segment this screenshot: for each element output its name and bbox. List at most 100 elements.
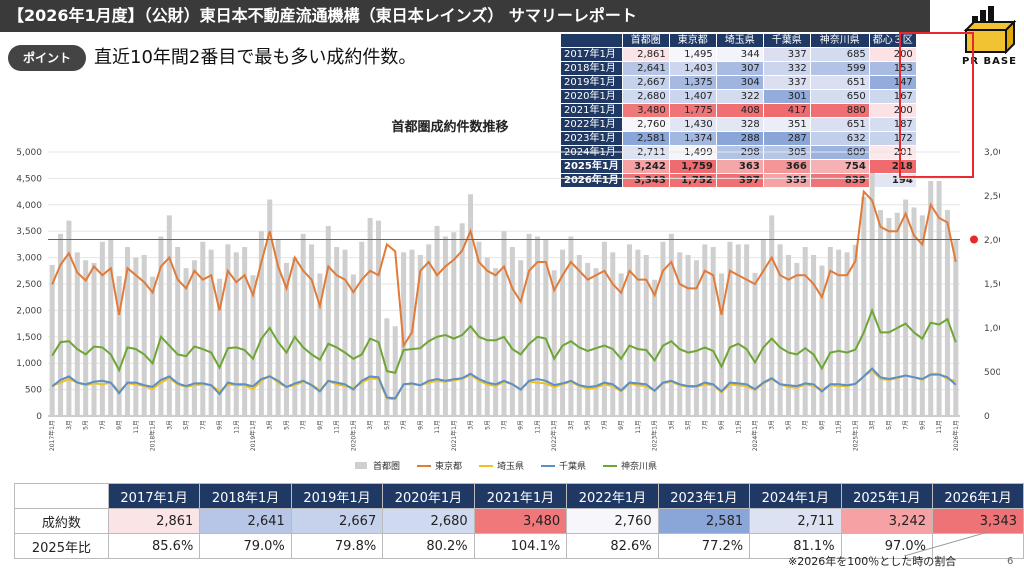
comparison-col-header: 2018年1月 bbox=[199, 483, 292, 509]
bar-shutoken bbox=[836, 249, 842, 416]
bar-shutoken bbox=[267, 199, 273, 416]
bar-shutoken bbox=[116, 276, 122, 416]
bar-shutoken bbox=[493, 268, 499, 416]
bar-shutoken bbox=[626, 244, 633, 416]
bar-shutoken bbox=[108, 239, 114, 416]
comparison-corner bbox=[14, 483, 109, 509]
page-number: 6 bbox=[1007, 556, 1014, 567]
bar-shutoken bbox=[919, 215, 925, 416]
x-tick-label: 9月 bbox=[518, 420, 525, 430]
bar-shutoken bbox=[317, 273, 323, 416]
x-tick-label: 9月 bbox=[719, 420, 726, 430]
bar-shutoken bbox=[99, 241, 105, 416]
comparison-col-header: 2024年1月 bbox=[749, 483, 842, 509]
bar-shutoken bbox=[953, 239, 959, 416]
x-tick-label: 9月 bbox=[417, 420, 424, 430]
summary-cell: 2,861 bbox=[621, 47, 670, 62]
bar-shutoken bbox=[936, 181, 942, 416]
bar-shutoken bbox=[342, 249, 348, 416]
comparison-ratio-cell: 77.2% bbox=[657, 533, 751, 559]
x-tick-label: 2021年1月 bbox=[450, 420, 458, 451]
summary-row: 2026年1月 3,343 1,752 397 355 839 194 bbox=[560, 173, 917, 188]
comparison-count-cell: 2,641 bbox=[199, 508, 292, 534]
row-label-ratio: 2025年比 bbox=[14, 533, 109, 559]
summary-cell: 1,759 bbox=[668, 159, 717, 174]
bar-shutoken bbox=[451, 232, 457, 416]
bar-shutoken bbox=[585, 262, 591, 416]
bar-shutoken bbox=[710, 247, 716, 416]
bar-shutoken bbox=[74, 252, 80, 416]
comparison-count-cell: 2,667 bbox=[290, 508, 384, 534]
summary-col-header: 埼玉県 bbox=[715, 33, 764, 48]
summary-cell: 307 bbox=[715, 61, 764, 76]
y-left-tick-label: 1,500 bbox=[16, 333, 42, 343]
summary-row-label: 2025年1月 bbox=[560, 159, 623, 174]
x-tick-label: 3月 bbox=[668, 420, 675, 430]
bar-shutoken bbox=[384, 318, 390, 416]
summary-cell: 1,407 bbox=[668, 89, 717, 104]
summary-cell: 651 bbox=[809, 117, 870, 132]
summary-cell: 328 bbox=[715, 117, 764, 132]
summary-row: 2017年1月 2,861 1,495 344 337 685 200 bbox=[560, 47, 917, 62]
bar-shutoken bbox=[727, 241, 733, 416]
x-tick-label: 5月 bbox=[786, 420, 793, 430]
comparison-count-cell: 2,680 bbox=[382, 508, 475, 534]
x-tick-label: 2020年1月 bbox=[349, 420, 357, 451]
y-right-tick-label: 2,000 bbox=[984, 236, 1000, 246]
comparison-count-cell: 2,711 bbox=[749, 508, 842, 534]
bar-shutoken bbox=[133, 257, 139, 416]
summary-row-label: 2026年1月 bbox=[560, 173, 623, 188]
x-tick-label: 7月 bbox=[802, 420, 809, 430]
bar-shutoken bbox=[944, 210, 950, 416]
summary-col-header: 神奈川県 bbox=[809, 33, 870, 48]
bar-shutoken bbox=[769, 215, 775, 416]
bar-shutoken bbox=[375, 220, 382, 416]
summary-cell: 287 bbox=[762, 131, 811, 146]
summary-cell: 2,667 bbox=[621, 75, 670, 90]
summary-row-label: 2020年1月 bbox=[560, 89, 623, 104]
x-tick-label: 2017年1月 bbox=[48, 420, 56, 451]
bar-shutoken bbox=[551, 270, 557, 416]
summary-cell: 2,680 bbox=[621, 89, 670, 104]
legend-label: 埼玉県 bbox=[497, 460, 524, 472]
x-tick-label: 9月 bbox=[919, 420, 926, 430]
summary-cell: 2,641 bbox=[621, 61, 670, 76]
x-tick-label: 5月 bbox=[685, 420, 692, 430]
bar-shutoken bbox=[476, 241, 482, 416]
summary-cell: 2,581 bbox=[621, 131, 670, 146]
bar-shutoken bbox=[526, 233, 532, 416]
x-tick-label: 7月 bbox=[99, 420, 106, 430]
bar-shutoken bbox=[300, 233, 306, 416]
x-tick-label: 2025年1月 bbox=[851, 420, 859, 451]
bar-shutoken bbox=[442, 236, 448, 416]
bar-shutoken bbox=[334, 247, 340, 416]
bar-shutoken bbox=[777, 244, 783, 416]
empty-cell-diagonal bbox=[904, 532, 988, 556]
comparison-ratio-cell: 79.8% bbox=[290, 533, 384, 559]
x-tick-label: 11月 bbox=[535, 420, 542, 434]
x-tick-label: 11月 bbox=[233, 420, 240, 434]
comparison-ratio-cell: 81.1% bbox=[749, 533, 842, 559]
x-tick-label: 2022年1月 bbox=[550, 420, 558, 451]
bar-shutoken bbox=[601, 241, 607, 416]
bar-shutoken bbox=[66, 220, 72, 416]
x-tick-label: 2019年1月 bbox=[249, 420, 257, 451]
x-tick-label: 7月 bbox=[300, 420, 307, 430]
legend-swatch bbox=[355, 462, 367, 469]
bar-shutoken bbox=[150, 276, 156, 416]
x-tick-label: 9月 bbox=[116, 420, 123, 430]
bar-shutoken bbox=[309, 244, 315, 416]
summary-cell: 599 bbox=[809, 61, 870, 76]
bar-shutoken bbox=[693, 260, 699, 416]
summary-cell: 3,343 bbox=[621, 173, 670, 188]
summary-cell: 408 bbox=[715, 103, 764, 118]
bar-shutoken bbox=[468, 194, 474, 416]
report-title: 【2026年1月度】（公財）東日本不動産流通機構（東日本レインズ） サマリーレポ… bbox=[0, 0, 930, 32]
comparison-col-header: 2022年1月 bbox=[566, 483, 659, 509]
summary-row-label: 2019年1月 bbox=[560, 75, 623, 90]
comparison-ratio-cell: 85.6% bbox=[107, 533, 201, 559]
bar-shutoken bbox=[911, 207, 917, 416]
bar-shutoken bbox=[668, 233, 674, 416]
bar-shutoken bbox=[158, 236, 164, 416]
x-tick-label: 7月 bbox=[601, 420, 608, 430]
